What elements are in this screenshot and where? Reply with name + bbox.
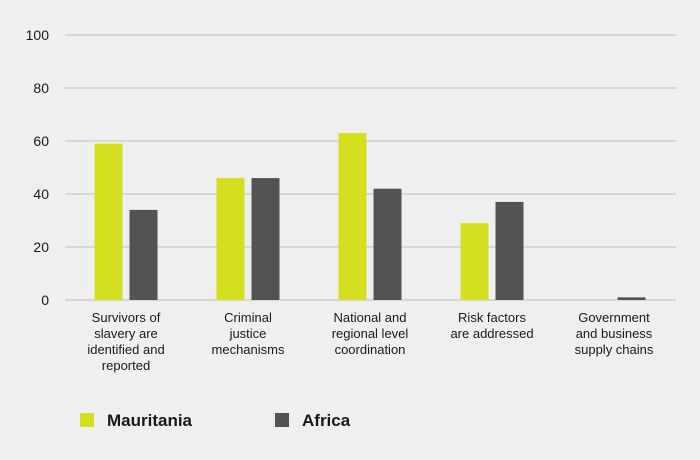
y-tick-label: 60: [33, 133, 49, 149]
legend-label-mauritania: Mauritania: [107, 411, 193, 430]
x-category-label: Government and business supply chains: [575, 310, 654, 357]
bar-africa-3: [495, 201, 524, 300]
x-category-label-line: regional level: [332, 326, 409, 341]
x-category-label: National and regional level coordination: [332, 310, 409, 357]
bar-africa-4: [617, 297, 646, 300]
bar-africa-1: [251, 178, 280, 300]
y-tick-label: 20: [33, 239, 49, 255]
bar-mauritania-0: [94, 143, 123, 300]
x-category-label: Criminal justice mechanisms: [212, 310, 285, 357]
x-category-label-line: Government: [578, 310, 650, 325]
x-category-label-line: mechanisms: [212, 342, 285, 357]
x-category-label-line: Criminal: [224, 310, 272, 325]
y-tick-label: 80: [33, 80, 49, 96]
x-category-label-line: slavery are: [94, 326, 158, 341]
bar-mauritania-3: [460, 223, 489, 300]
legend-swatch-mauritania: [80, 413, 94, 427]
y-tick-label: 40: [33, 186, 49, 202]
bar-mauritania-2: [338, 133, 367, 300]
x-category-label-line: are addressed: [450, 326, 533, 341]
legend-swatch-africa: [275, 413, 289, 427]
x-category-label-line: identified and: [87, 342, 164, 357]
x-category-label-line: supply chains: [575, 342, 654, 357]
bar-mauritania-1: [216, 178, 245, 300]
x-category-label-line: coordination: [335, 342, 406, 357]
x-category-label-line: Survivors of: [92, 310, 161, 325]
x-category-label-line: reported: [102, 358, 150, 373]
y-tick-label: 0: [41, 292, 49, 308]
x-category-label: Survivors of slavery are identified and rep…: [87, 310, 164, 373]
x-category-label-line: Risk factors: [458, 310, 526, 325]
x-category-label-line: justice: [229, 326, 267, 341]
legend-label-africa: Africa: [302, 411, 351, 430]
y-tick-label: 100: [26, 27, 50, 43]
bar-africa-2: [373, 188, 402, 300]
x-category-label-line: National and: [334, 310, 407, 325]
x-category-label: Risk factors are addressed: [450, 310, 533, 341]
x-category-label-line: and business: [576, 326, 653, 341]
bar-africa-0: [129, 209, 158, 300]
